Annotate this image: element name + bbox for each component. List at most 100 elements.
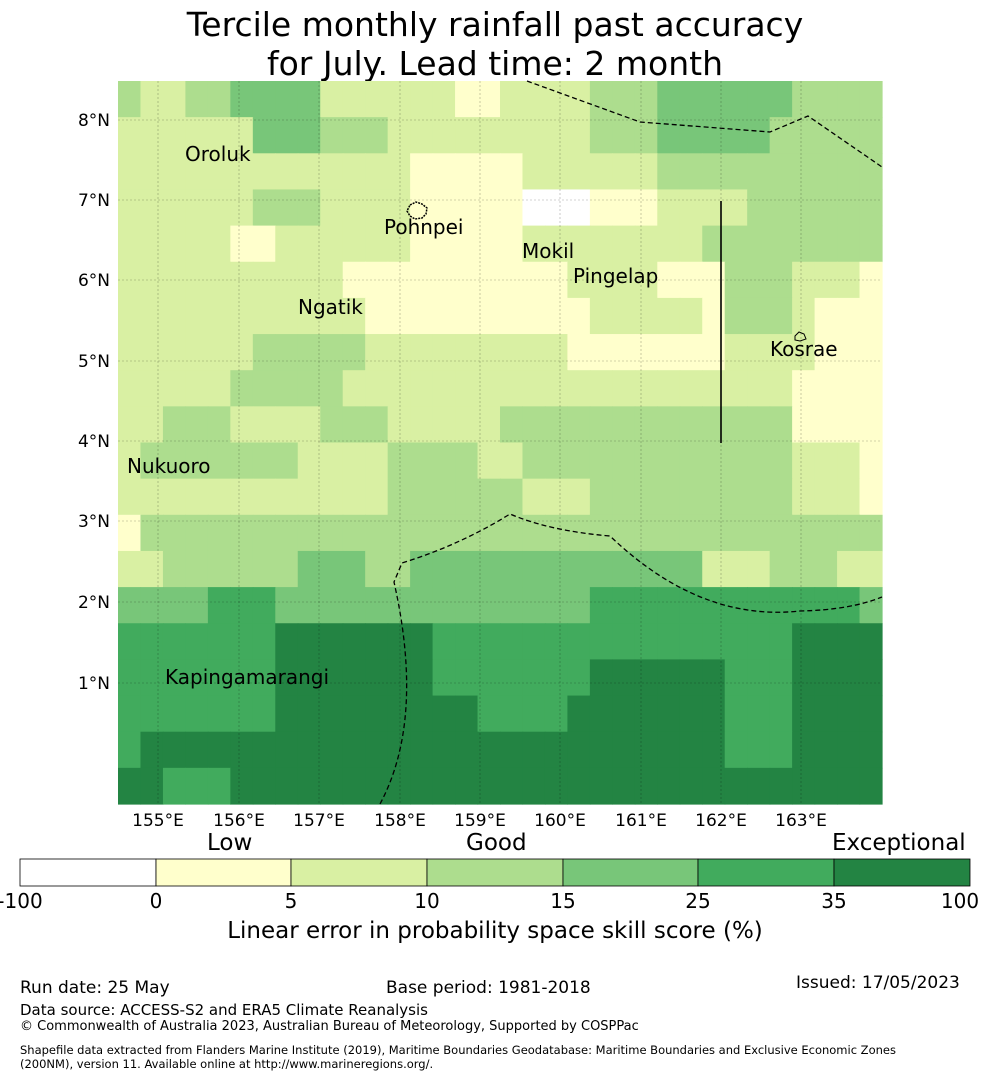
shapefile-credit-line-1: Shapefile data extracted from Flanders M…: [20, 1043, 896, 1057]
grid-cell: [342, 117, 366, 154]
grid-cell: [365, 81, 389, 118]
grid-cell: [724, 406, 748, 444]
grid-cell: [455, 623, 479, 660]
grid-cell: [230, 731, 254, 769]
colorbar-category-exceptional: Exceptional: [832, 830, 966, 856]
grid-cell: [410, 587, 434, 624]
grid-cell: [320, 189, 344, 227]
grid-cell: [634, 478, 658, 516]
grid-cell: [477, 587, 501, 624]
grid-cell: [792, 767, 816, 805]
grid-cell: [544, 297, 569, 335]
grid-cell: [769, 370, 793, 407]
grid-cell: [814, 153, 838, 191]
grid-cell: [837, 767, 861, 805]
grid-cell: [432, 297, 456, 335]
grid-cell: [387, 189, 411, 227]
colorbar-tick: 35: [821, 889, 847, 913]
grid-cell: [185, 225, 209, 263]
place-label-oroluk: Oroluk: [185, 142, 251, 166]
grid-cell: [118, 81, 142, 118]
grid-cell: [320, 587, 344, 624]
grid-cell: [724, 695, 748, 733]
grid-cell: [275, 153, 299, 191]
grid-cell: [365, 695, 389, 733]
grid-cell: [634, 587, 658, 624]
grid-cell: [297, 153, 321, 191]
grid-cell: [252, 623, 276, 660]
grid-cell: [747, 514, 771, 552]
grid-cell: [679, 623, 703, 660]
grid-cell: [747, 478, 771, 516]
grid-cell: [477, 370, 501, 407]
grid-cell: [567, 550, 591, 588]
grid-cell: [792, 587, 816, 624]
grid-cell: [118, 261, 142, 299]
colorbar-tick: 15: [550, 889, 576, 913]
grid-cell: [455, 189, 479, 227]
grid-cell: [410, 406, 434, 444]
grid-cell: [724, 334, 748, 371]
grid-cell: [612, 478, 636, 516]
grid-cell: [679, 117, 703, 154]
grid-cell: [118, 406, 142, 444]
grid-cell: [387, 370, 411, 407]
grid-cell: [859, 767, 883, 805]
grid-cell: [342, 587, 366, 624]
grid-cell: [320, 442, 344, 480]
grid-cell: [522, 297, 546, 335]
grid-cell: [320, 261, 344, 299]
skill-grid: [118, 81, 883, 805]
grid-cell: [230, 767, 254, 805]
grid-cell: [275, 478, 299, 516]
grid-cell: [612, 731, 636, 769]
grid-cell: [657, 623, 681, 660]
grid-cell: [500, 297, 524, 335]
grid-cell: [747, 334, 771, 371]
grid-cell: [859, 261, 883, 299]
grid-cell: [859, 297, 883, 335]
grid-cell: [792, 297, 816, 335]
grid-cell: [342, 189, 366, 227]
grid-cell: [252, 442, 276, 480]
grid-cell: [365, 117, 389, 154]
grid-cell: [230, 189, 254, 227]
grid-cell: [612, 587, 636, 624]
grid-cell: [185, 659, 209, 697]
grid-cell: [522, 695, 546, 733]
grid-cell: [522, 442, 546, 480]
grid-cell: [679, 695, 703, 733]
grid-cell: [792, 81, 816, 118]
grid-cell: [477, 695, 501, 733]
issued-date: Issued: 17/05/2023: [796, 973, 960, 993]
grid-cell: [814, 587, 838, 624]
grid-cell: [140, 695, 164, 733]
grid-cell: [567, 587, 591, 624]
grid-cell: [859, 478, 883, 516]
grid-cell: [455, 659, 479, 697]
grid-cell: [859, 623, 883, 660]
grid-cell: [207, 587, 231, 624]
grid-cell: [589, 225, 613, 263]
grid-cell: [522, 81, 546, 118]
grid-cell: [342, 478, 366, 516]
grid-cell: [634, 297, 658, 335]
grid-cell: [207, 442, 231, 480]
grid-cell: [140, 261, 164, 299]
grid-cell: [320, 406, 344, 444]
grid-cell: [500, 370, 524, 407]
grid-cell: [724, 153, 748, 191]
grid-cell: [679, 587, 703, 624]
grid-cell: [455, 550, 479, 588]
grid-cell: [275, 334, 299, 371]
grid-cell: [837, 731, 861, 769]
grid-cell: [140, 478, 164, 516]
grid-cell: [657, 587, 681, 624]
grid-cell: [477, 478, 501, 516]
grid-cell: [118, 767, 142, 805]
grid-cell: [522, 514, 546, 552]
grid-cell: [432, 117, 456, 154]
grid-cell: [589, 406, 613, 444]
grid-cell: [252, 550, 276, 588]
grid-cell: [252, 587, 276, 624]
